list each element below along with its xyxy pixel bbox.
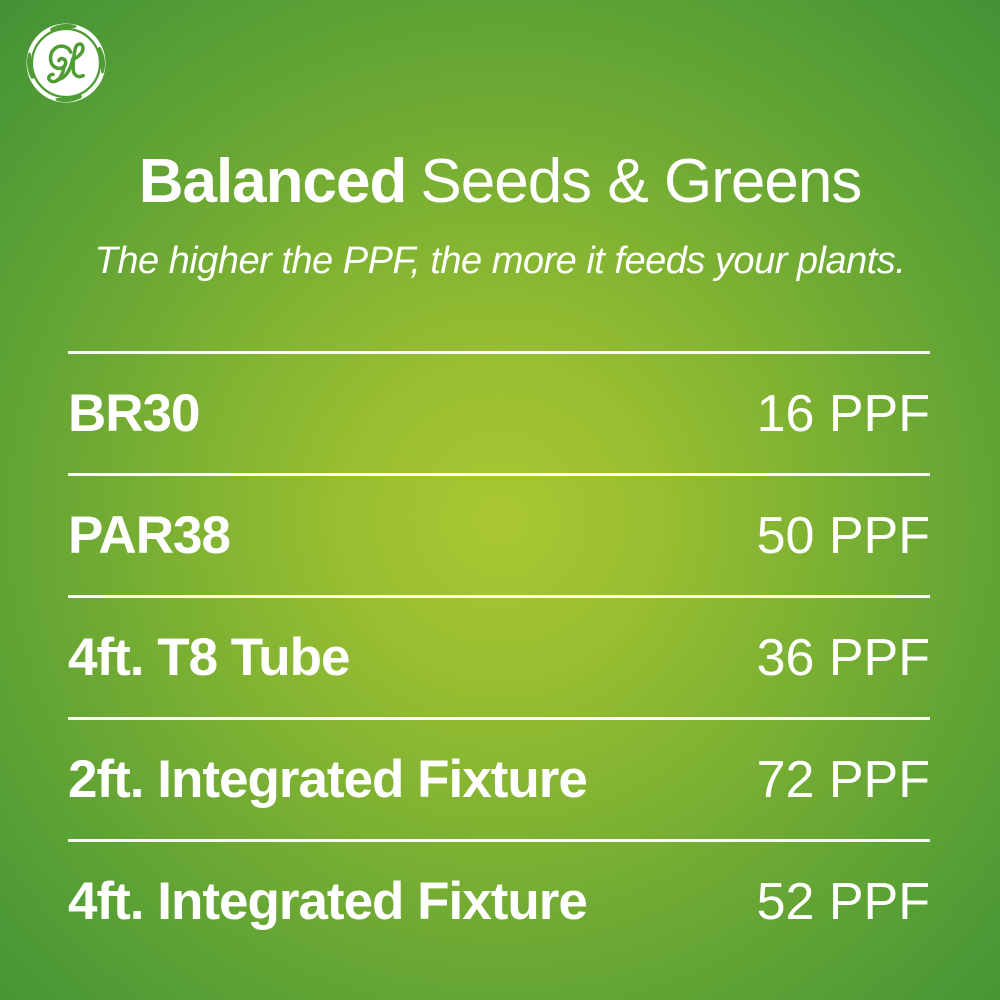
ppf-value: 50 PPF [756,506,930,565]
ppf-value: 36 PPF [756,628,930,687]
ppf-value: 16 PPF [756,384,930,443]
ppf-table: BR30 16 PPF PAR38 50 PPF 4ft. T8 Tube 36… [68,351,930,961]
table-row: 4ft. Integrated Fixture 52 PPF [68,839,930,961]
page-subtitle: The higher the PPF, the more it feeds yo… [94,240,906,283]
ppf-value: 52 PPF [756,872,930,931]
fixture-label: 4ft. T8 Tube [68,628,350,687]
header: Balanced Seeds & Greens The higher the PP… [0,147,1000,283]
ge-logo-icon [26,23,106,103]
ppf-value: 72 PPF [756,750,930,809]
fixture-label: 4ft. Integrated Fixture [68,872,588,931]
title-emphasis: Balanced [138,147,408,216]
table-row: BR30 16 PPF [68,351,930,473]
table-row: PAR38 50 PPF [68,473,930,595]
table-row: 2ft. Integrated Fixture 72 PPF [68,717,930,839]
title-rest: Seeds & Greens [420,147,862,216]
fixture-label: PAR38 [68,506,231,565]
page-title: Balanced Seeds & Greens [0,147,1000,216]
table-row: 4ft. T8 Tube 36 PPF [68,595,930,717]
fixture-label: BR30 [68,384,201,443]
fixture-label: 2ft. Integrated Fixture [68,750,588,809]
